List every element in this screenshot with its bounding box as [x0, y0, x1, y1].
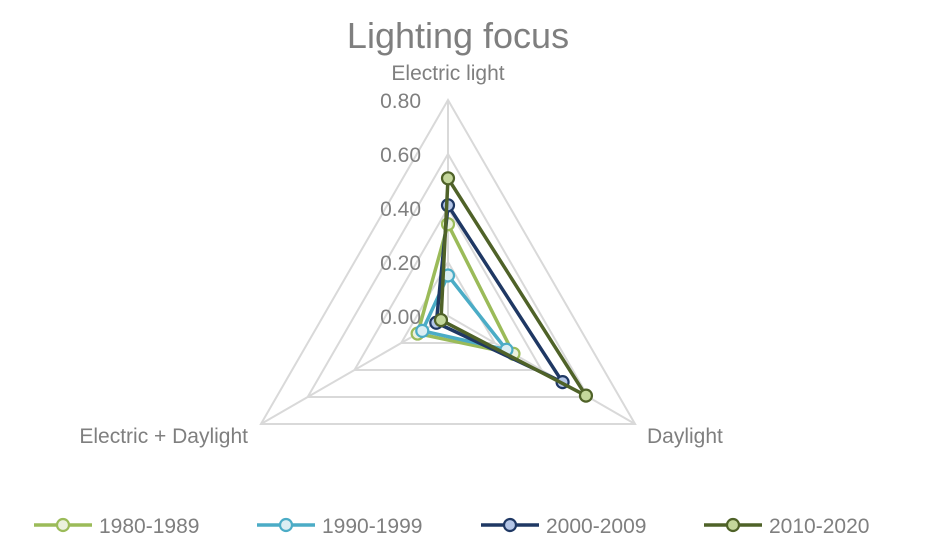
- data-point: [415, 323, 430, 338]
- legend-swatch-marker: [502, 517, 518, 533]
- legend-item-1990-1999: 1990-1999: [257, 515, 422, 538]
- grid-ring-4: [259, 97, 637, 425]
- data-point: [440, 171, 456, 186]
- legend-item-1980-1989: 1980-1989: [34, 515, 199, 538]
- legend-label: 1980-1989: [99, 515, 199, 538]
- radar-grid: [259, 97, 637, 425]
- series-line: [434, 203, 565, 384]
- series-line: [439, 176, 588, 398]
- axis-labels: Electric light Daylight Electric + Dayli…: [79, 62, 723, 448]
- legend-item-2000-2009: 2000-2009: [481, 515, 646, 538]
- series-line: [415, 222, 516, 356]
- data-point: [433, 312, 449, 328]
- axis-label-electric-daylight: Electric + Daylight: [79, 425, 248, 448]
- series-line: [420, 273, 509, 352]
- axis-label-electric-light: Electric light: [391, 62, 504, 85]
- tick-label-2: 0.40: [380, 198, 421, 221]
- tick-label-4: 0.80: [380, 90, 421, 113]
- legend-item-2010-2020: 2010-2020: [704, 515, 869, 538]
- legend-label: 2010-2020: [769, 515, 869, 538]
- grid-ring-2: [352, 206, 544, 371]
- legend: 1980-1989 1990-1999 2000-2009 2010-2020: [34, 515, 869, 538]
- tick-label-0: 0.00: [380, 306, 421, 329]
- tick-label-1: 0.20: [380, 252, 421, 275]
- axis-label-daylight: Daylight: [647, 425, 723, 448]
- grid-ring-3: [305, 152, 591, 398]
- series-2010-2020: [433, 171, 594, 403]
- legend-swatch-marker: [725, 517, 741, 533]
- legend-swatch-marker: [278, 517, 294, 533]
- tick-label-3: 0.60: [380, 144, 421, 167]
- grid-spoke-1: [447, 315, 636, 425]
- series-layer: [410, 171, 594, 403]
- radial-ticks: 0.00 0.20 0.40 0.60 0.80: [380, 90, 421, 329]
- legend-label: 2000-2009: [546, 515, 646, 538]
- data-point: [578, 388, 594, 403]
- legend-swatch-marker: [55, 517, 71, 533]
- legend-label: 1990-1999: [322, 515, 422, 538]
- chart-title: Lighting focus: [347, 15, 569, 56]
